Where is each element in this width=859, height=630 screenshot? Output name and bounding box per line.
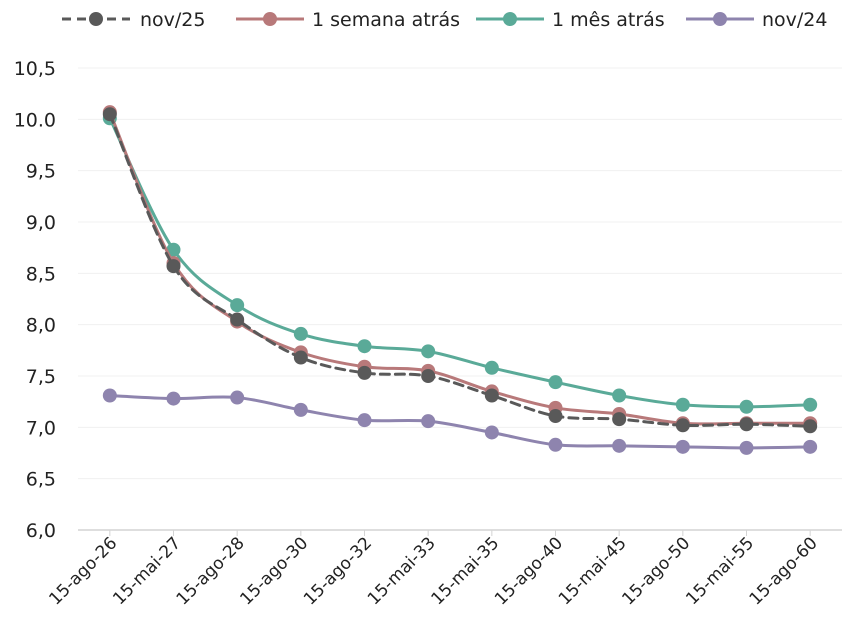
series-1 [102, 105, 818, 431]
data-point [102, 107, 117, 122]
x-tick-label: 15-ago-40 [491, 533, 567, 609]
data-point [166, 259, 181, 274]
y-tick-label: 8,5 [26, 263, 56, 285]
legend-swatch-marker [89, 12, 103, 26]
data-point [421, 369, 436, 383]
data-point [612, 388, 627, 403]
data-point [230, 312, 245, 327]
legend-swatch-marker [503, 12, 517, 26]
legend-label: 1 mês atrás [552, 9, 665, 31]
legend-item: 1 mês atrás [476, 9, 665, 31]
series-line [108, 116, 812, 409]
legend-label: nov/25 [140, 9, 206, 31]
data-point [357, 413, 372, 428]
series-line [108, 110, 812, 426]
x-tick-label: 15-mai-45 [555, 533, 631, 609]
data-point [421, 344, 436, 359]
series-3 [102, 388, 818, 455]
data-point [675, 439, 690, 454]
axes: 6,0 6,5 7,0 7,5 8,0 8,5 9,0 9,5 10.0 10,5 15-ago-2… [14, 58, 842, 609]
x-tick-label: 15-ago-32 [300, 533, 376, 609]
legend-swatch-marker [713, 12, 727, 26]
data-point [484, 425, 499, 440]
series-0 [102, 107, 818, 434]
x-tick-label: 15-ago-50 [618, 533, 694, 609]
x-tick-label: 15-mai-27 [109, 533, 185, 609]
legend-label: nov/24 [762, 9, 828, 31]
y-tick-label: 6,5 [26, 469, 56, 491]
legend: nov/25 1 semana atrás 1 mês atrás nov/24 [62, 9, 828, 31]
data-point [612, 438, 627, 453]
data-point [166, 242, 181, 257]
gridlines [78, 67, 842, 480]
data-point [803, 419, 818, 434]
data-point [739, 417, 754, 432]
data-point [102, 388, 117, 403]
x-tick-label: 15-ago-30 [236, 533, 312, 609]
data-point [230, 390, 245, 405]
legend-swatch-marker [263, 12, 277, 26]
data-point [548, 375, 563, 390]
x-tick-label: 15-mai-55 [682, 533, 758, 609]
legend-item: nov/24 [686, 9, 828, 31]
legend-label: 1 semana atrás [312, 9, 460, 31]
data-point [803, 397, 818, 412]
y-tick-label: 10,5 [14, 58, 56, 80]
y-tick-label: 6,0 [26, 520, 56, 542]
data-point [675, 397, 690, 412]
x-tick-label: 15-ago-26 [45, 533, 121, 609]
data-point [166, 391, 181, 406]
series-line [108, 394, 812, 450]
data-point [739, 399, 754, 414]
y-tick-label: 9,5 [26, 161, 56, 183]
data-point [357, 365, 372, 380]
data-point [293, 402, 308, 417]
x-tick-label: 15-ago-28 [173, 533, 249, 609]
legend-item: nov/25 [62, 9, 206, 31]
x-tick-label: 15-ago-60 [746, 533, 822, 609]
y-tick-label: 8,0 [26, 315, 56, 337]
data-point [612, 412, 627, 427]
data-point [548, 437, 563, 452]
data-point [803, 439, 818, 454]
y-tick-label: 7,5 [26, 366, 56, 388]
x-tick-label: 15-mai-35 [428, 533, 504, 609]
data-point [293, 350, 308, 365]
series-2 [102, 111, 818, 414]
data-point [739, 440, 754, 455]
data-point [421, 414, 436, 429]
data-point [675, 418, 690, 433]
data-point [293, 326, 308, 341]
data-point [357, 339, 372, 354]
data-point [548, 409, 563, 424]
series-group [102, 105, 818, 455]
data-point [484, 360, 499, 375]
x-tick-label: 15-mai-33 [364, 533, 440, 609]
data-point [230, 298, 245, 313]
y-tick-label: 7,0 [26, 417, 56, 439]
y-tick-label: 10.0 [14, 109, 56, 131]
legend-item: 1 semana atrás [236, 9, 460, 31]
data-point [484, 388, 499, 403]
y-tick-label: 9,0 [26, 212, 56, 234]
